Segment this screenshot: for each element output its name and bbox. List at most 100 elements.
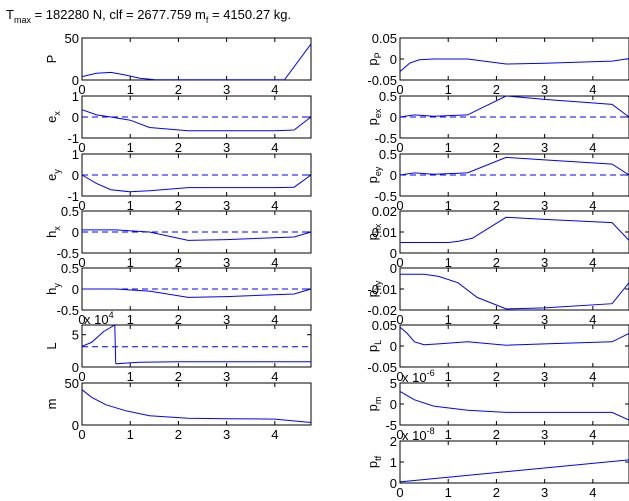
subplot-6: 0 50 0 1 2 3 4 m	[44, 376, 312, 442]
x-tick-label: 4	[271, 255, 278, 270]
y-axis-label: ptf	[365, 455, 383, 468]
series-line	[400, 273, 629, 310]
x-tick-label: 4	[589, 82, 596, 97]
y-axis-label: P	[44, 55, 59, 64]
y-tick-label: 0	[72, 225, 79, 240]
x-tick-label: 1	[445, 82, 452, 97]
x-tick-label: 1	[445, 198, 452, 213]
y-tick-label: 0	[390, 476, 397, 491]
x-tick-label: 2	[493, 427, 500, 442]
axis-multiplier: x 104	[84, 310, 114, 327]
subplot-10: 0 0.01 0.02 0 1 2 3 4 phx	[365, 204, 629, 270]
y-tick-label: -1	[67, 131, 79, 146]
series-line	[82, 288, 312, 298]
x-tick-label: 4	[589, 427, 596, 442]
y-axis-label: ex	[44, 111, 62, 123]
y-tick-label: 0.05	[372, 318, 397, 333]
x-tick-label: 4	[589, 140, 596, 155]
x-tick-label: 2	[493, 369, 500, 384]
series-line	[81, 174, 312, 193]
series-line	[400, 216, 629, 243]
x-tick-label: 4	[271, 369, 278, 384]
x-tick-label: 3	[541, 82, 548, 97]
y-tick-label: -0.05	[367, 73, 397, 88]
y-tick-label: -5	[385, 418, 397, 433]
y-tick-label: -0.02	[367, 303, 397, 318]
x-tick-label: 4	[589, 369, 596, 384]
x-tick-label: 0	[396, 82, 403, 97]
figure-title: Tmax = 182280 N, clf = 2677.759 mf = 415…	[6, 7, 291, 25]
x-tick-label: 2	[493, 198, 500, 213]
y-tick-label: 0	[390, 110, 397, 125]
y-tick-label: -0.5	[375, 131, 397, 146]
subplot-11: -0.02 -0.01 0 0 1 2 3 4 phy	[365, 261, 629, 327]
x-tick-label: 1	[127, 255, 134, 270]
axes-frame	[399, 440, 629, 484]
y-tick-label: 0	[390, 52, 397, 67]
axes-frame	[399, 382, 629, 426]
y-tick-label: 2	[390, 434, 397, 449]
y-axis-label: pm	[365, 397, 383, 412]
x-tick-label: 3	[223, 427, 230, 442]
subplot-3: -0.500.50 1 2 3 4hx	[44, 204, 312, 270]
series-line	[399, 459, 629, 483]
x-tick-label: 4	[271, 140, 278, 155]
x-tick-label: 2	[493, 82, 500, 97]
y-axis-label: phx	[365, 223, 383, 240]
x-tick-label: 1	[127, 369, 134, 384]
x-tick-label: 0	[396, 198, 403, 213]
y-axis-label: L	[44, 342, 59, 349]
y-tick-label: 0.02	[372, 204, 397, 219]
y-tick-label: 5	[72, 328, 79, 343]
x-tick-label: 0	[78, 255, 85, 270]
series-line	[399, 156, 629, 176]
x-tick-label: 2	[493, 140, 500, 155]
y-tick-label: 0	[390, 397, 397, 412]
x-tick-label: 3	[223, 255, 230, 270]
x-tick-label: 0	[78, 312, 85, 327]
series-line	[81, 389, 312, 423]
x-tick-label: 3	[541, 369, 548, 384]
y-axis-label: pP	[365, 52, 383, 65]
x-tick-label: 0	[78, 82, 85, 97]
series-line	[81, 109, 312, 132]
x-tick-label: 1	[127, 427, 134, 442]
axes-frame	[81, 324, 312, 368]
y-tick-label: 0	[72, 282, 79, 297]
x-tick-label: 4	[271, 312, 278, 327]
x-tick-label: 1	[445, 485, 452, 500]
x-tick-label: 2	[175, 369, 182, 384]
x-tick-label: 4	[271, 82, 278, 97]
x-tick-label: 3	[223, 369, 230, 384]
y-tick-label: -1	[67, 189, 79, 204]
x-tick-label: 4	[589, 198, 596, 213]
y-tick-label: -0.5	[57, 303, 79, 318]
y-axis-label: phy	[365, 280, 383, 297]
x-tick-label: 2	[175, 198, 182, 213]
y-tick-label: 0	[390, 168, 397, 183]
x-tick-label: 2	[175, 312, 182, 327]
y-tick-label: 5	[390, 376, 397, 391]
y-tick-label: 1	[72, 147, 79, 162]
y-axis-label: ey	[44, 169, 62, 181]
x-tick-label: 1	[127, 140, 134, 155]
y-tick-label: 0.5	[379, 147, 397, 162]
subplot-0: 0 50 0 1 2 3 4 P	[44, 31, 312, 97]
axes-frame	[399, 267, 629, 311]
y-tick-label: 0	[72, 360, 79, 375]
y-tick-label: 0.01	[372, 225, 397, 240]
y-tick-label: 0	[72, 73, 79, 88]
x-tick-label: 0	[396, 369, 403, 384]
x-tick-label: 1	[127, 82, 134, 97]
y-tick-label: 50	[65, 31, 79, 46]
y-tick-label: 0.5	[61, 204, 79, 219]
series-line	[399, 390, 629, 421]
x-tick-label: 1	[445, 427, 452, 442]
y-axis-label: pex	[365, 108, 383, 125]
y-tick-label: -0.01	[367, 282, 397, 297]
x-tick-label: 0	[78, 427, 85, 442]
x-tick-label: 0	[396, 427, 403, 442]
